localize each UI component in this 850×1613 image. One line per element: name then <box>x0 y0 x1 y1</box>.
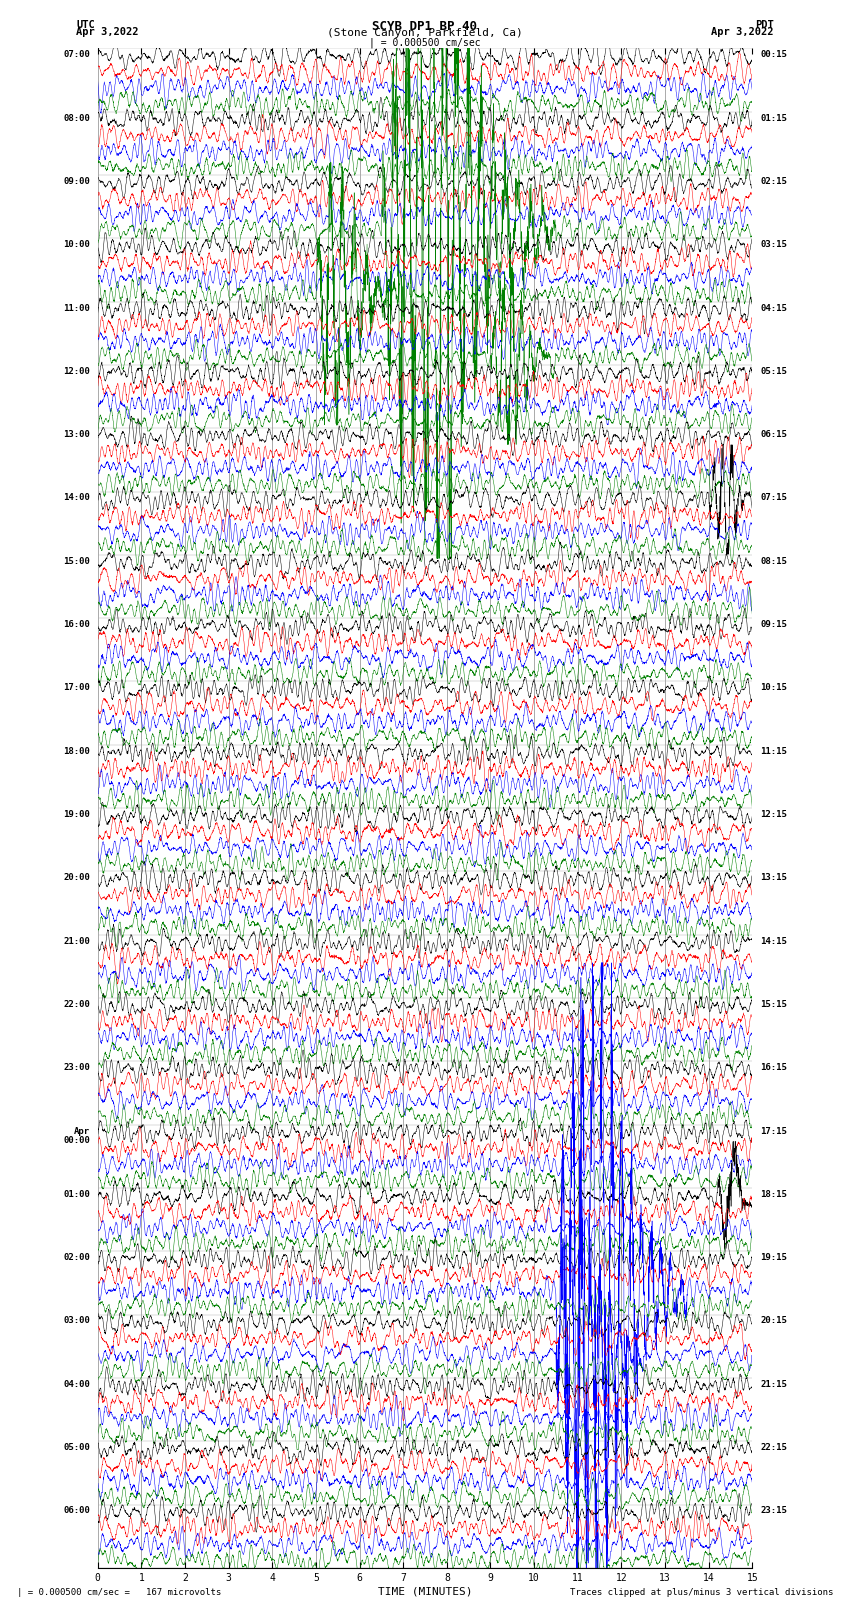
Text: (Stone Canyon, Parkfield, Ca): (Stone Canyon, Parkfield, Ca) <box>327 29 523 39</box>
Text: 22:15: 22:15 <box>760 1444 787 1452</box>
Text: 11:00: 11:00 <box>63 303 90 313</box>
Text: 03:00: 03:00 <box>63 1316 90 1326</box>
Text: 20:15: 20:15 <box>760 1316 787 1326</box>
Text: 10:15: 10:15 <box>760 684 787 692</box>
Text: 01:15: 01:15 <box>760 113 787 123</box>
X-axis label: TIME (MINUTES): TIME (MINUTES) <box>377 1587 473 1597</box>
Text: 15:00: 15:00 <box>63 556 90 566</box>
Text: 05:00: 05:00 <box>63 1444 90 1452</box>
Text: 12:15: 12:15 <box>760 810 787 819</box>
Text: | = 0.000500 cm/sec =   167 microvolts: | = 0.000500 cm/sec = 167 microvolts <box>17 1587 221 1597</box>
Text: 02:15: 02:15 <box>760 177 787 185</box>
Text: 16:15: 16:15 <box>760 1063 787 1073</box>
Text: 18:00: 18:00 <box>63 747 90 756</box>
Text: 20:00: 20:00 <box>63 873 90 882</box>
Text: 08:00: 08:00 <box>63 113 90 123</box>
Text: Apr 3,2022: Apr 3,2022 <box>76 26 139 37</box>
Text: 03:15: 03:15 <box>760 240 787 250</box>
Text: 21:00: 21:00 <box>63 937 90 945</box>
Text: 23:00: 23:00 <box>63 1063 90 1073</box>
Text: PDT: PDT <box>755 19 774 31</box>
Text: 16:00: 16:00 <box>63 619 90 629</box>
Text: 05:15: 05:15 <box>760 366 787 376</box>
Text: SCYB DP1 BP 40: SCYB DP1 BP 40 <box>372 19 478 34</box>
Text: Apr 3,2022: Apr 3,2022 <box>711 26 774 37</box>
Text: 09:00: 09:00 <box>63 177 90 185</box>
Text: | = 0.000500 cm/sec: | = 0.000500 cm/sec <box>369 37 481 48</box>
Text: 10:00: 10:00 <box>63 240 90 250</box>
Text: 14:15: 14:15 <box>760 937 787 945</box>
Text: 17:00: 17:00 <box>63 684 90 692</box>
Text: 08:15: 08:15 <box>760 556 787 566</box>
Text: 01:00: 01:00 <box>63 1190 90 1198</box>
Text: 19:00: 19:00 <box>63 810 90 819</box>
Text: 02:00: 02:00 <box>63 1253 90 1263</box>
Text: 22:00: 22:00 <box>63 1000 90 1010</box>
Text: 12:00: 12:00 <box>63 366 90 376</box>
Text: 23:15: 23:15 <box>760 1507 787 1516</box>
Text: 07:15: 07:15 <box>760 494 787 503</box>
Text: Apr
00:00: Apr 00:00 <box>63 1126 90 1145</box>
Text: 04:15: 04:15 <box>760 303 787 313</box>
Text: 15:15: 15:15 <box>760 1000 787 1010</box>
Text: 19:15: 19:15 <box>760 1253 787 1263</box>
Text: 11:15: 11:15 <box>760 747 787 756</box>
Text: 18:15: 18:15 <box>760 1190 787 1198</box>
Text: 21:15: 21:15 <box>760 1379 787 1389</box>
Text: 00:15: 00:15 <box>760 50 787 60</box>
Text: 13:00: 13:00 <box>63 431 90 439</box>
Text: 06:00: 06:00 <box>63 1507 90 1516</box>
Text: 06:15: 06:15 <box>760 431 787 439</box>
Text: 13:15: 13:15 <box>760 873 787 882</box>
Text: 09:15: 09:15 <box>760 619 787 629</box>
Text: 07:00: 07:00 <box>63 50 90 60</box>
Text: 14:00: 14:00 <box>63 494 90 503</box>
Text: 17:15: 17:15 <box>760 1126 787 1136</box>
Text: Traces clipped at plus/minus 3 vertical divisions: Traces clipped at plus/minus 3 vertical … <box>570 1587 833 1597</box>
Text: UTC: UTC <box>76 19 95 31</box>
Text: 04:00: 04:00 <box>63 1379 90 1389</box>
